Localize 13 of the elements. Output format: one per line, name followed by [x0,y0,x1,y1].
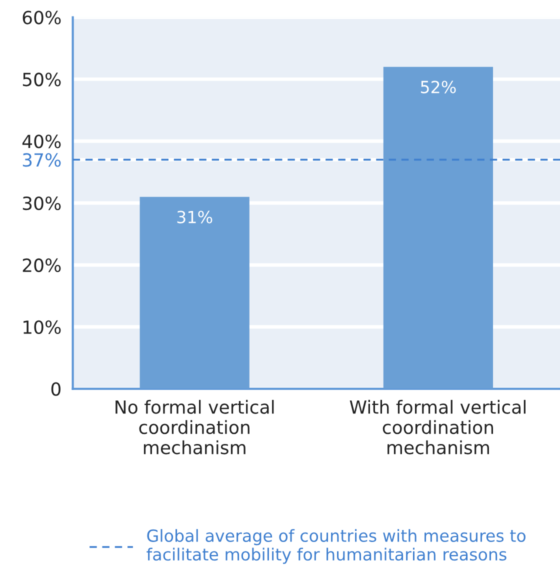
x-tick-label: With formal vertical coordination mechanism [350,400,526,454]
data-label: 52% [420,80,456,94]
y-tick-label: 10% [24,320,61,334]
y-tick-label: 60% [22,10,61,24]
y-tick-label: 37% [22,153,61,167]
y-tick-label: 0 [51,382,60,396]
y-tick-label: 30% [22,196,61,210]
y-tick-label: 40% [22,134,61,148]
y-tick-label: 20% [22,258,61,272]
x-tick-label: No formal vertical coordination mechanism [116,400,274,454]
data-label: 31% [177,210,212,224]
y-tick-label: 50% [22,72,61,86]
legend-label: Global average of countries with measures to facilitate mobility for humanitarian reasons [146,529,526,564]
